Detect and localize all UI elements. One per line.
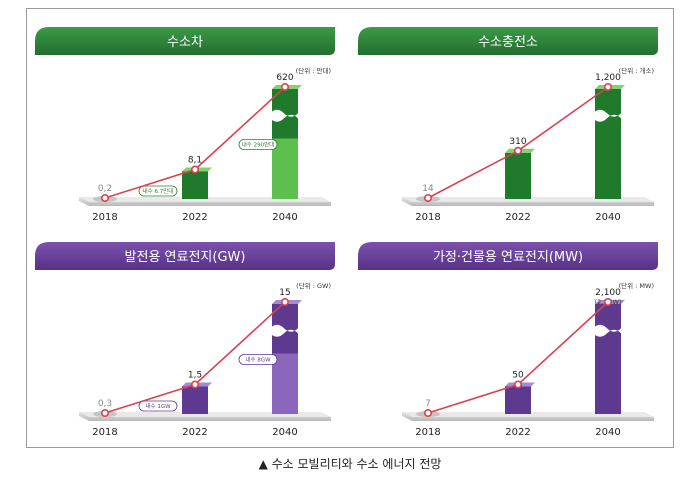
trend-point	[191, 165, 200, 174]
bar-break-mark	[593, 109, 621, 122]
trend-point	[281, 82, 290, 91]
category-label: 2040	[272, 427, 297, 438]
floor-top	[402, 412, 654, 417]
domestic-label: 내수 8GW	[245, 356, 271, 364]
chart-title: 가정·건물용 연료전지(MW)	[433, 250, 583, 265]
trend-point	[604, 82, 613, 91]
category-label: 2018	[92, 212, 117, 223]
trend-point	[514, 146, 523, 155]
value-label: 1,5	[188, 371, 202, 381]
domestic-badge	[138, 185, 178, 197]
trend-point	[514, 380, 523, 389]
bar-break-mark	[270, 109, 298, 122]
panel-3: 발전용 연료전지(GW) (단위 : GW) 0,3 2018 1,5 내수 1GW 202…	[35, 242, 335, 438]
trend-point	[191, 380, 200, 389]
bar-lower-segment	[272, 138, 298, 199]
panel-1: 수소차 (단위 : 만대) 0,2 2018 8,1 내수 6.7만대 2022 620 내수 …	[35, 27, 335, 223]
value-label: 8,1	[188, 156, 202, 166]
trend-point	[281, 297, 290, 306]
value-label: 1,200	[595, 73, 621, 83]
chart-title: 수소차	[167, 35, 203, 50]
category-label: 2022	[505, 212, 530, 223]
unit-label: (단위 : MW)	[619, 281, 654, 290]
panel-4: 가정·건물용 연료전지(MW) (단위 : MW) 7 2018 50 2022 2,100…	[358, 242, 658, 438]
panel-header	[358, 27, 658, 55]
floor-top	[79, 412, 331, 417]
bar	[595, 89, 621, 199]
bar	[505, 152, 531, 199]
chart-title: 수소충전소	[478, 35, 538, 50]
value-label: 0,3	[98, 399, 112, 409]
floor-top	[79, 197, 331, 202]
trend-point	[424, 194, 433, 203]
bar	[595, 304, 621, 414]
value-label: 0,2	[98, 184, 112, 194]
bar	[182, 171, 208, 199]
panel-header	[35, 27, 335, 55]
bar-lower-segment	[272, 353, 298, 414]
domestic-label: 내수 290만대	[242, 141, 275, 149]
floor-top	[402, 197, 654, 202]
value-label: 15	[279, 288, 290, 298]
category-label: 2022	[505, 427, 530, 438]
figure-caption: ▲ 수소 모빌리티와 수소 에너지 전망	[258, 457, 442, 471]
category-label: 2022	[182, 212, 207, 223]
chart-title: 발전용 연료전지(GW)	[125, 250, 246, 265]
category-label: 2040	[595, 427, 620, 438]
panel-header	[35, 242, 335, 270]
bar	[505, 386, 531, 414]
panel-header	[358, 242, 658, 270]
unit-label: (단위 : 개소)	[619, 66, 654, 75]
domestic-badge	[238, 354, 278, 365]
figure-frame: 수소차 (단위 : 만대) 0,2 2018 8,1 내수 6.7만대 2022 620 내수 …	[26, 8, 674, 448]
domestic-label: 내수 6.7만대	[143, 187, 174, 195]
panel-2: 수소충전소 (단위 : 개소) 14 2018 310 2022 1,200 2040	[358, 27, 658, 223]
domestic-badge	[138, 400, 178, 412]
trend-point	[101, 409, 110, 418]
value-label: 310	[509, 137, 526, 147]
trend-point	[424, 409, 433, 418]
charts-svg: 수소차 (단위 : 만대) 0,2 2018 8,1 내수 6.7만대 2022 620 내수 …	[35, 27, 658, 438]
unit-label: (단위 : GW)	[296, 281, 331, 290]
bar	[182, 386, 208, 414]
trend-point	[101, 194, 110, 203]
trend-point	[604, 297, 613, 306]
category-label: 2018	[92, 427, 117, 438]
value-label: 620	[276, 73, 293, 83]
value-label: 2,100	[595, 288, 621, 298]
category-label: 2018	[415, 427, 440, 438]
value-label: 14	[422, 184, 434, 194]
bar-break-mark	[270, 324, 298, 337]
category-label: 2040	[272, 212, 297, 223]
category-label: 2022	[182, 427, 207, 438]
category-label: 2040	[595, 212, 620, 223]
domestic-badge	[238, 139, 278, 150]
bar-break-mark	[593, 324, 621, 337]
value-label: 50	[512, 371, 524, 381]
domestic-label: 내수 1GW	[145, 402, 171, 410]
value-label: 7	[425, 399, 431, 409]
unit-label: (단위 : 만대)	[296, 66, 331, 75]
category-label: 2018	[415, 212, 440, 223]
